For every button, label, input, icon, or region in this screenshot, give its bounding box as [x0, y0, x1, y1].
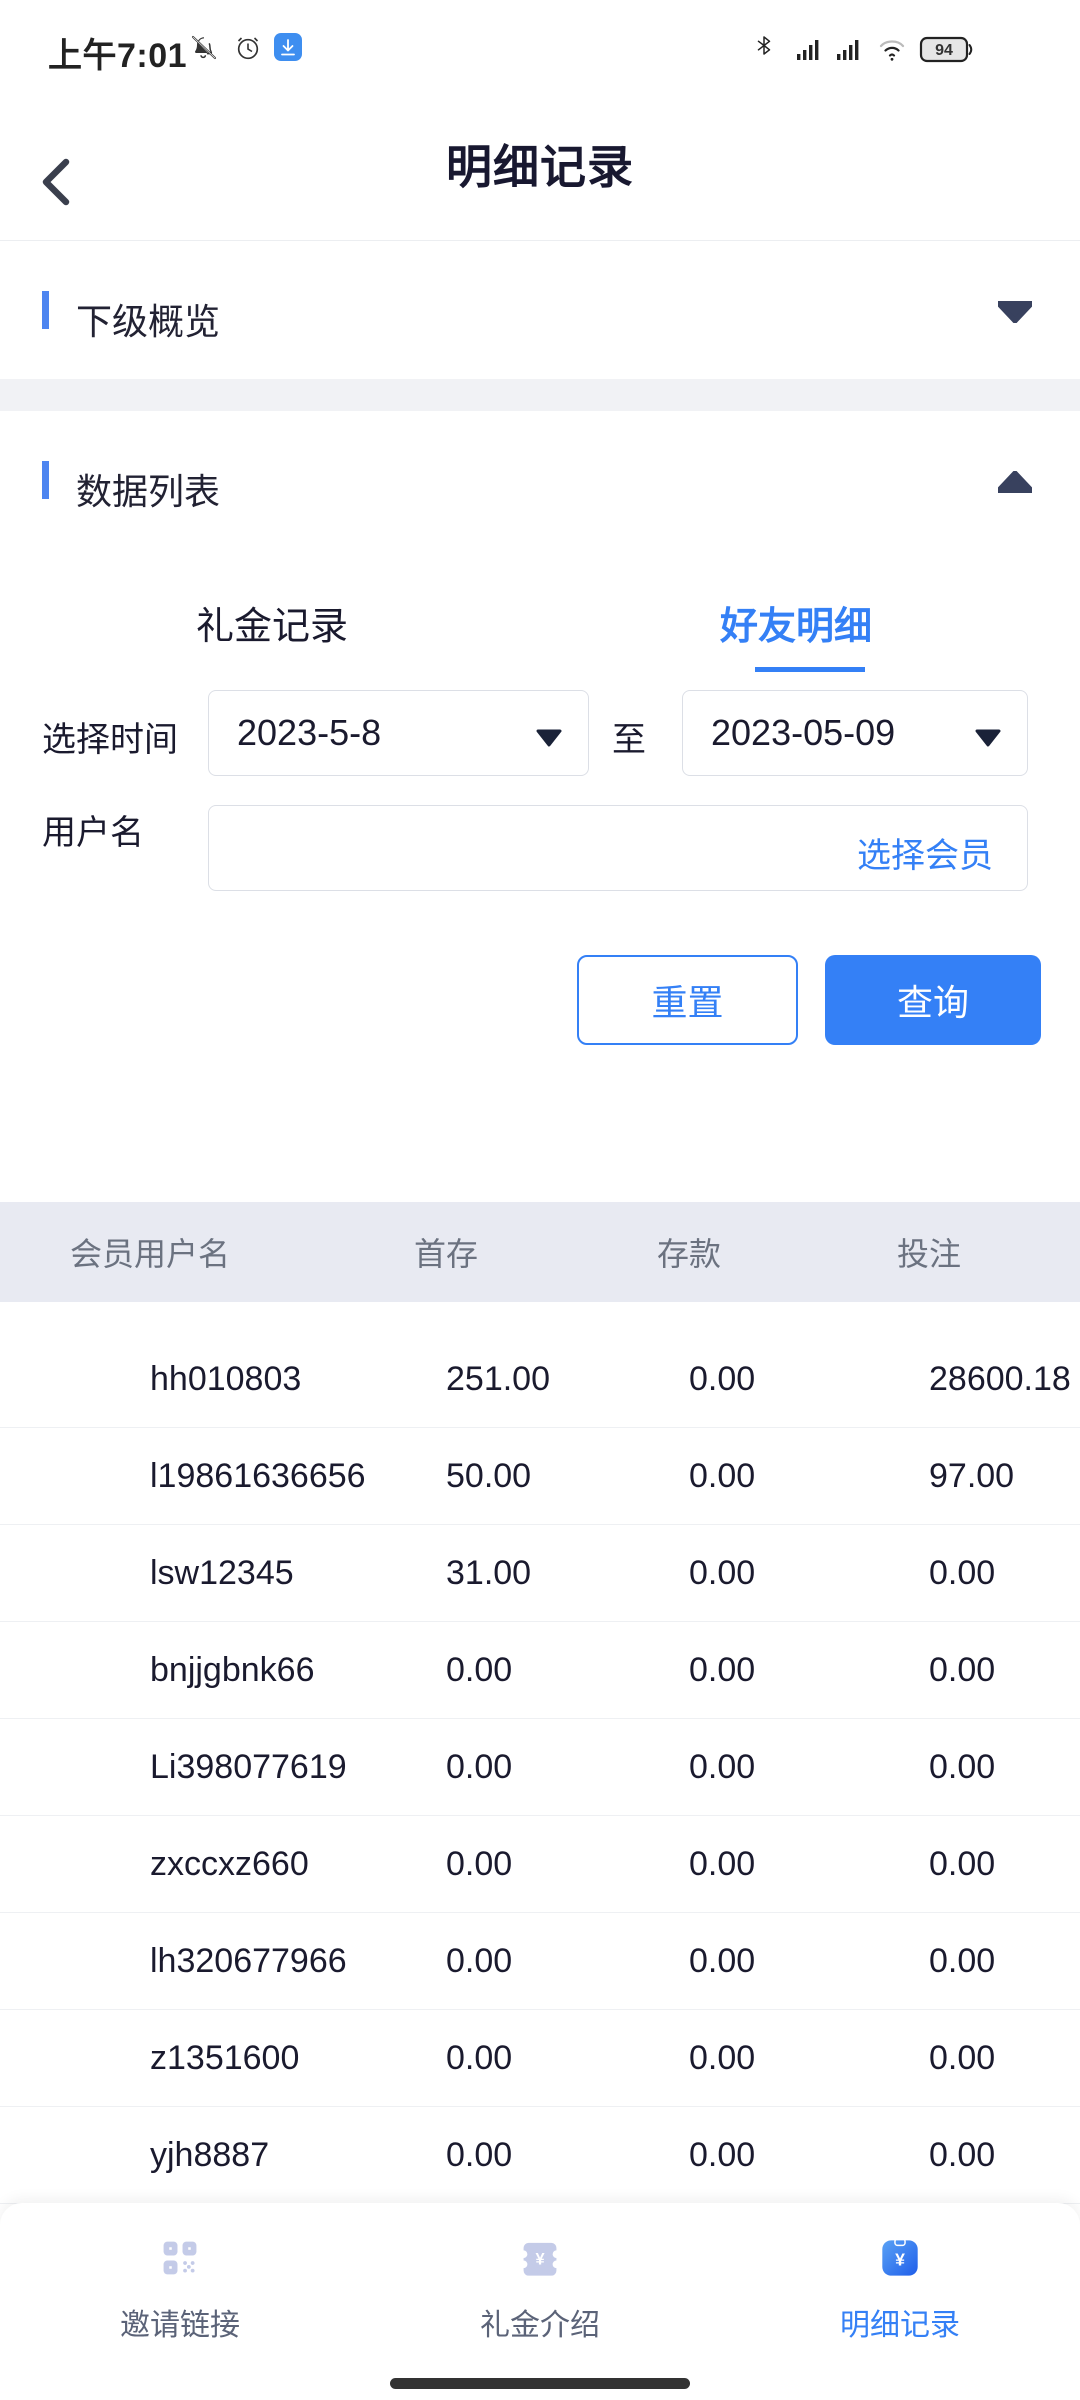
svg-text:¥: ¥: [895, 2250, 905, 2270]
svg-text:¥: ¥: [535, 2250, 545, 2268]
